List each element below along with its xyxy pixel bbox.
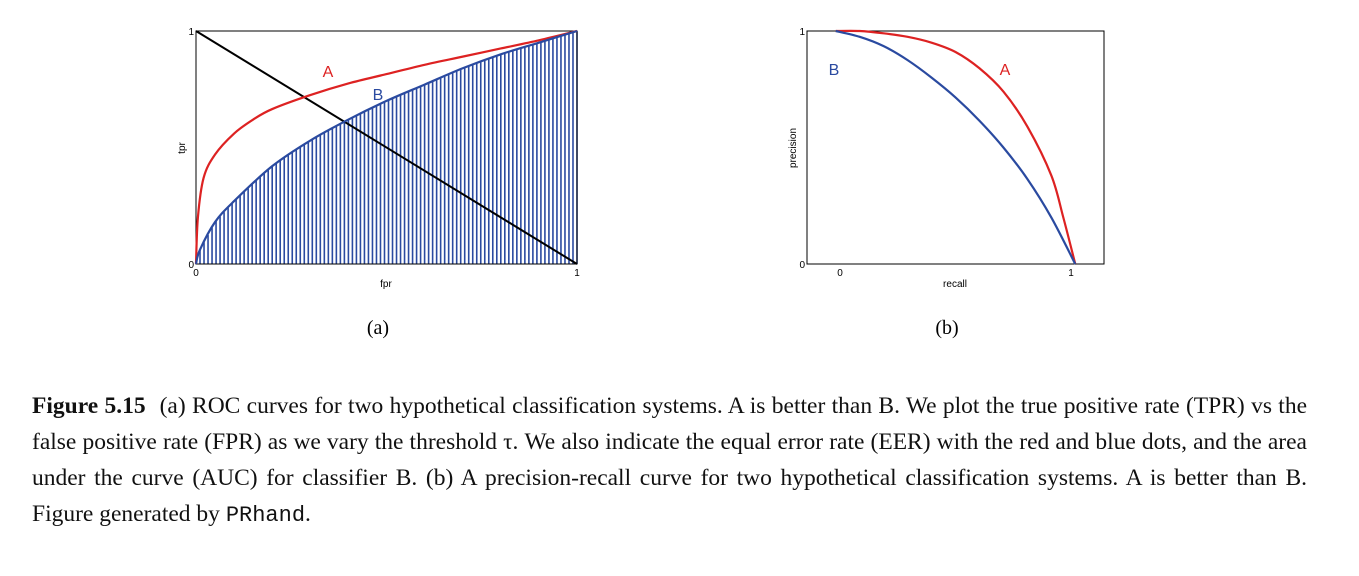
subfigure-label-a: (a) bbox=[367, 317, 389, 339]
y-axis-label: precision bbox=[788, 128, 799, 168]
diagonal-line bbox=[195, 30, 578, 265]
caption-text: (a) ROC curves for two hypothetical clas… bbox=[32, 393, 1307, 527]
subfigure-label-b: (b) bbox=[935, 317, 958, 339]
figure-5-15: 0 1 0 1 fpr tpr A B (a) 0 1 0 1 recall p… bbox=[177, 27, 1105, 339]
y-tick-1: 1 bbox=[188, 27, 194, 38]
pr-curve-a bbox=[835, 29, 1077, 265]
caption-code: PRhand bbox=[225, 503, 306, 528]
figure-caption: Figure 5.15 (a) ROC curves for two hypoth… bbox=[32, 388, 1307, 534]
y-tick-0: 0 bbox=[188, 260, 194, 271]
panel-b-frame bbox=[806, 30, 1105, 265]
curve-label-a: A bbox=[323, 64, 334, 81]
x-axis-label: recall bbox=[943, 279, 967, 290]
curve-label-b: B bbox=[829, 62, 840, 79]
x-tick-1: 1 bbox=[574, 268, 580, 279]
y-tick-0: 0 bbox=[799, 260, 805, 271]
panel-a-frame bbox=[195, 30, 578, 265]
x-axis-label: fpr bbox=[380, 279, 392, 290]
caption-end: . bbox=[305, 501, 311, 527]
curve-label-a: A bbox=[1000, 62, 1011, 79]
pr-curve-b bbox=[835, 29, 1077, 265]
figure-number: Figure 5.15 bbox=[32, 393, 146, 419]
panel-b: 0 1 0 1 recall precision B A (b) bbox=[788, 27, 1105, 339]
roc-curve-b bbox=[194, 29, 578, 265]
panel-a: 0 1 0 1 fpr tpr A B (a) bbox=[177, 27, 580, 339]
x-tick-1: 1 bbox=[1068, 268, 1074, 279]
x-tick-0: 0 bbox=[837, 268, 843, 279]
y-tick-1: 1 bbox=[799, 27, 805, 38]
y-axis-label: tpr bbox=[177, 141, 188, 153]
roc-curve-a bbox=[194, 29, 578, 265]
curve-label-b: B bbox=[373, 87, 384, 104]
x-tick-0: 0 bbox=[193, 268, 199, 279]
